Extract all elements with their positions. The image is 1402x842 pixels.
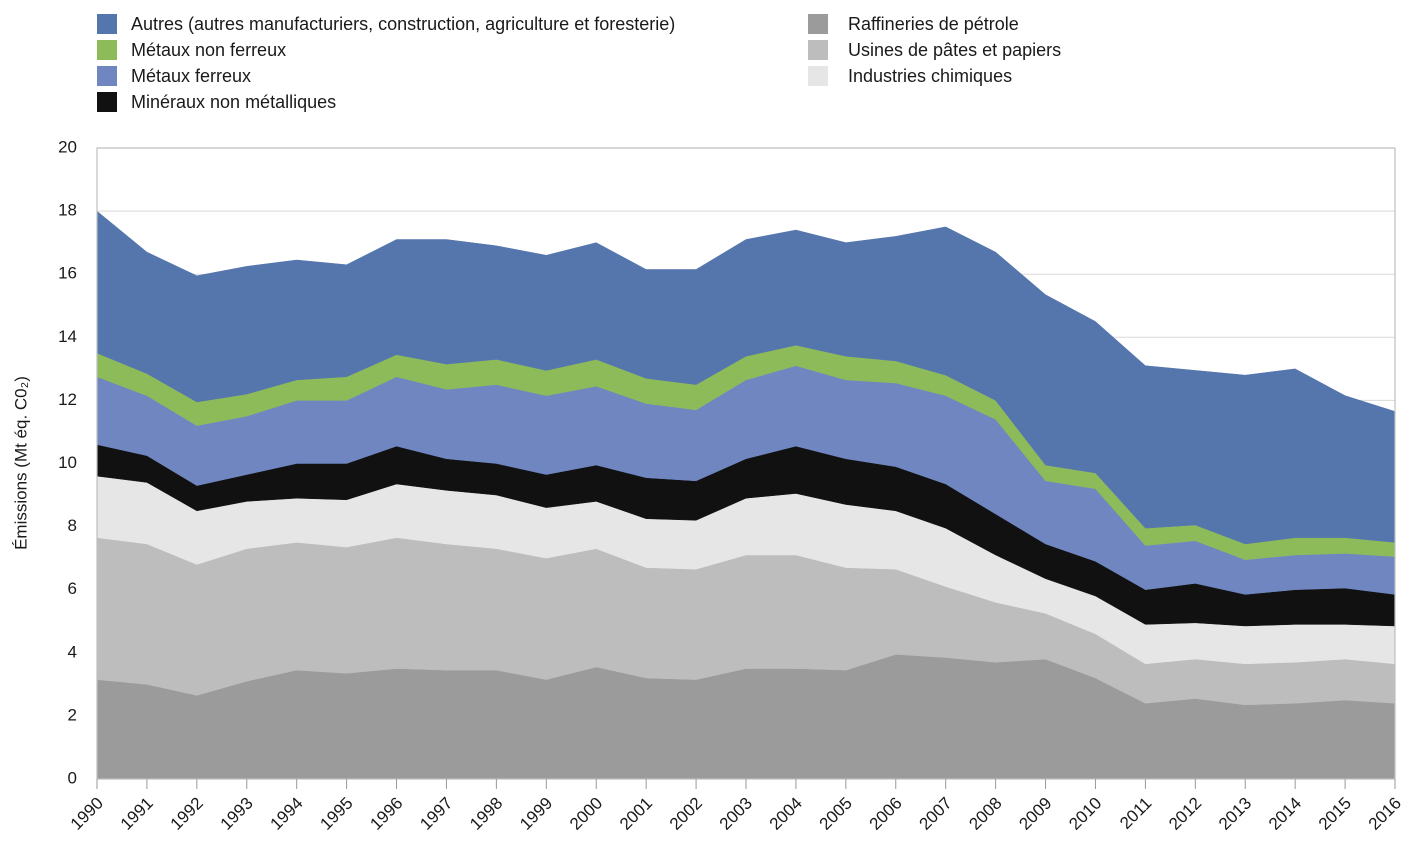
legend-swatch [97,14,117,34]
y-tick-label: 4 [68,642,77,661]
y-tick-label: 2 [68,705,77,724]
x-tick-label: 2002 [666,794,706,834]
x-tick-label: 1994 [267,794,307,834]
y-tick-label: 8 [68,516,77,535]
legend-label: Minéraux non métalliques [131,92,336,112]
y-axis-label: Émissions (Mt éq. C0₂) [11,376,30,550]
legend-label: Raffineries de pétrole [848,14,1019,34]
x-tick-label: 2009 [1015,794,1055,834]
legend-label: Métaux ferreux [131,66,251,86]
y-tick-label: 16 [58,264,77,283]
legend-label: Autres (autres manufacturiers, construct… [131,14,675,34]
x-tick-label: 2000 [566,794,606,834]
x-tick-label: 1993 [217,794,257,834]
x-tick-label: 2012 [1165,794,1205,834]
x-tick-label: 1991 [117,794,157,834]
x-tick-label: 2006 [866,794,906,834]
y-tick-label: 6 [68,579,77,598]
x-tick-label: 2005 [816,794,856,834]
x-tick-label: 2014 [1265,794,1305,834]
x-tick-label: 2015 [1315,794,1355,834]
x-tick-label: 2013 [1215,794,1255,834]
legend-swatch [97,92,117,112]
y-tick-label: 14 [58,327,77,346]
legend-swatch [808,66,828,86]
x-tick-label: 1999 [516,794,556,834]
x-tick-label: 2016 [1365,794,1402,834]
x-tick-label: 1990 [67,794,107,834]
x-tick-label: 2007 [916,794,956,834]
x-tick-label: 1995 [316,794,356,834]
x-tick-label: 2011 [1116,794,1155,833]
legend-label: Métaux non ferreux [131,40,286,60]
legend-label: Industries chimiques [848,66,1012,86]
legend-swatch [808,14,828,34]
y-tick-label: 12 [58,390,77,409]
x-tick-label: 2008 [965,794,1005,834]
x-tick-label: 2003 [716,794,756,834]
legend-swatch [808,40,828,60]
y-tick-label: 18 [58,201,77,220]
legend-swatch [97,40,117,60]
legend-label: Usines de pâtes et papiers [848,40,1061,60]
x-tick-label: 1998 [466,794,506,834]
y-tick-label: 0 [68,768,77,787]
x-tick-label: 2001 [616,794,656,834]
x-tick-label: 1997 [416,794,456,834]
y-tick-label: 10 [58,453,77,472]
x-tick-label: 1992 [167,794,207,834]
legend-swatch [97,66,117,86]
x-tick-label: 1996 [366,794,406,834]
y-tick-label: 20 [58,137,77,156]
x-tick-label: 2010 [1065,794,1105,834]
x-tick-label: 2004 [766,794,806,834]
